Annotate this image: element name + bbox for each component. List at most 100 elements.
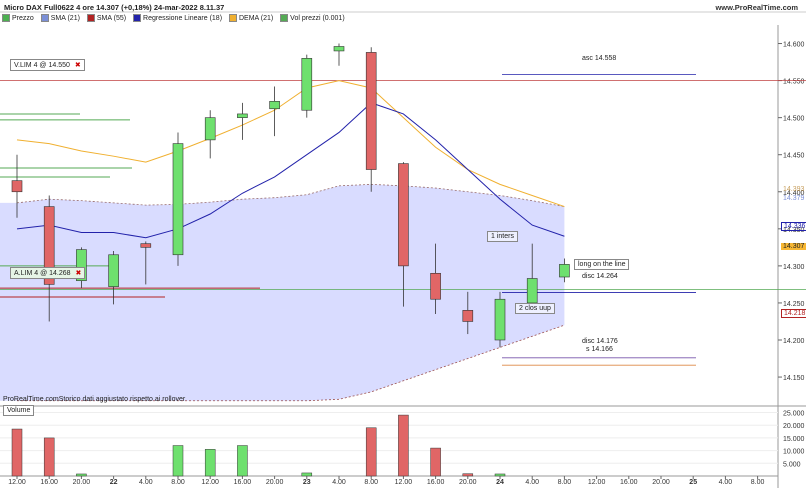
candle-body [11, 180, 23, 193]
legend-item-prezzo[interactable]: Prezzo [2, 14, 34, 22]
legend-swatch [228, 14, 237, 22]
volume-bar [365, 427, 377, 477]
note-clos[interactable]: 2 clos uup [515, 303, 555, 314]
close-icon[interactable]: ✖ [74, 62, 81, 69]
price-tag-last: 14.307 [781, 243, 806, 250]
price-tick-label: 14.150 [783, 375, 805, 382]
price-tick-label: 14.250 [783, 301, 805, 308]
time-tick-label: 4.00 [719, 479, 733, 486]
disc1-label: disc 14.264 [582, 273, 618, 280]
time-tick-label: 8.00 [751, 479, 765, 486]
volume-bar [494, 473, 506, 477]
price-tag-sma55: 14.218 [781, 309, 806, 318]
candle-body [301, 58, 313, 111]
candle-body [76, 249, 87, 282]
time-tick-label: 16.00 [620, 479, 638, 486]
legend-swatch [40, 14, 49, 22]
price-tick-label: 14.400 [783, 190, 805, 197]
disc2-label: disc 14.176 [582, 338, 618, 345]
legend-swatch [133, 14, 142, 22]
note-inters[interactable]: 1 inters [487, 231, 518, 242]
time-tick-label: 12.00 [588, 479, 606, 486]
time-tick-label: 20.00 [459, 479, 477, 486]
candle-body [237, 113, 248, 118]
legend-item-sma55[interactable]: SMA (55) [86, 14, 126, 22]
volume-bar [237, 445, 248, 477]
time-tick-label: 16.00 [427, 479, 445, 486]
price-tick-label: 14.450 [783, 153, 805, 160]
note-line[interactable]: long on the line [574, 259, 630, 270]
legend-swatch [2, 14, 10, 22]
volume-bar [462, 473, 474, 477]
volume-tick-label: 10.000 [783, 449, 805, 456]
price-tick-label: 14.550 [783, 79, 805, 86]
volume-tick-label: 25.000 [783, 411, 805, 418]
volume-bar [301, 472, 313, 477]
legend-swatch [280, 14, 289, 22]
legend-item-sma21[interactable]: SMA (21) [40, 14, 80, 22]
price-tick-label: 14.600 [783, 42, 805, 49]
footer-note: ProRealTime.comStorico dati aggiustato r… [3, 396, 186, 403]
volume-tick-label: 15.000 [783, 436, 805, 443]
candle-body [333, 46, 345, 52]
volume-bar [43, 437, 55, 477]
time-tick-label: 22 [110, 479, 118, 486]
legend-item-dema[interactable]: DEMA (21) [228, 14, 273, 22]
time-tick-label: 12.00 [395, 479, 413, 486]
price-tag-reglin: 14.336 [781, 222, 806, 231]
time-tick-label: 8.00 [171, 479, 185, 486]
time-tick-label: 20.00 [73, 479, 91, 486]
candle-body [430, 272, 441, 300]
candle-body [559, 264, 570, 278]
volume-bar [430, 447, 441, 477]
candle-body [462, 310, 474, 322]
candle-body [526, 278, 538, 304]
volume-tick-label: 20.000 [783, 423, 805, 430]
chart-title: Micro DAX Full0622 4 ore 14.307 (+0,18%)… [4, 3, 225, 12]
alim-order-box[interactable]: A.LIM 4 @ 14.268 ✖ [10, 267, 86, 279]
time-tick-label: 4.00 [139, 479, 153, 486]
candle-body [494, 298, 506, 341]
candle-body [398, 163, 409, 267]
volume-bar [76, 473, 87, 477]
candle-body [172, 143, 184, 256]
candle-body [204, 117, 216, 141]
alim-label: A.LIM 4 @ 14.268 [14, 270, 71, 277]
time-tick-label: 23 [303, 479, 311, 486]
price-tick-label: 14.300 [783, 264, 805, 271]
asc-label: asc 14.558 [582, 55, 617, 62]
time-tick-label: 8.00 [558, 479, 572, 486]
time-tick-label: 16.00 [234, 479, 252, 486]
legend-item-reglin[interactable]: Regressione Lineare (18) [133, 14, 222, 22]
volume-tick-label: 5.000 [783, 461, 801, 468]
price-tick-label: 14.200 [783, 338, 805, 345]
vlim-order-box[interactable]: V.LIM 4 @ 14.550 ✖ [10, 59, 85, 71]
time-tick-label: 8.00 [364, 479, 378, 486]
time-tick-label: 12.00 [8, 479, 26, 486]
price-tick-label: 14.500 [783, 116, 805, 123]
candle-body [43, 206, 55, 285]
candle-body [140, 243, 152, 248]
volume-panel-title[interactable]: Volume [3, 405, 35, 416]
close-icon[interactable]: ✖ [75, 270, 82, 277]
time-tick-label: 20.00 [652, 479, 670, 486]
price-tag-dema: 14.393 [783, 186, 805, 193]
price-tag-sma21: 14.379 [783, 195, 805, 202]
volume-bar [204, 449, 216, 477]
dema-line [16, 80, 565, 208]
brand-link[interactable]: www.ProRealTime.com [715, 3, 798, 12]
volume-bar [398, 414, 409, 477]
s-label: s 14.166 [586, 346, 613, 353]
regression-band [0, 184, 565, 401]
time-tick-label: 20.00 [266, 479, 284, 486]
time-tick-label: 4.00 [525, 479, 539, 486]
legend-item-vol[interactable]: Vol prezzi (0.001) [280, 14, 345, 22]
time-tick-label: 4.00 [332, 479, 346, 486]
candle-body [108, 254, 119, 287]
time-tick-label: 12.00 [201, 479, 219, 486]
band-lower-line [17, 324, 565, 402]
legend: Prezzo SMA (21) SMA (55) Regressione Lin… [2, 14, 350, 24]
time-tick-label: 24 [496, 479, 504, 486]
time-tick-label: 25 [689, 479, 697, 486]
